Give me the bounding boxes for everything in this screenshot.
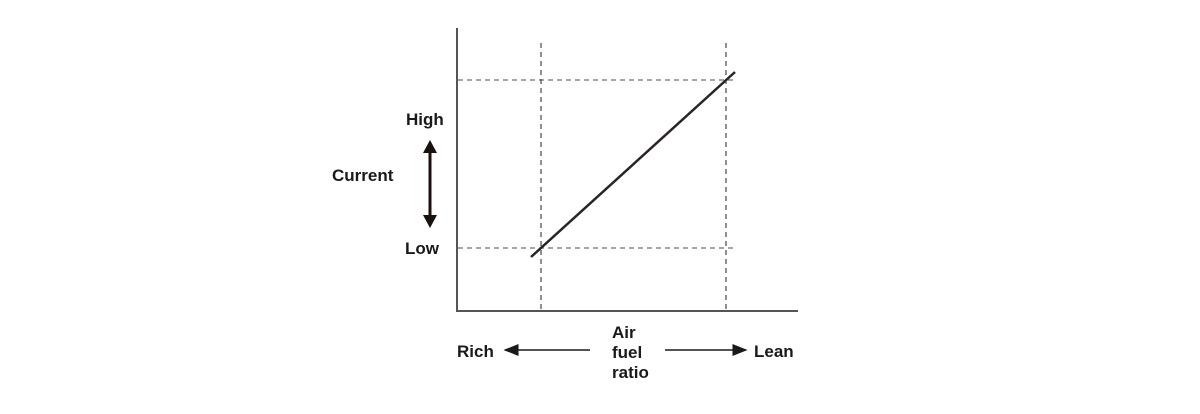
low-label: Low	[405, 239, 440, 258]
current-vs-afr-line	[530, 71, 736, 258]
afr-label-line-1: Air	[612, 323, 636, 342]
afr-label-line-2: fuel	[612, 343, 642, 362]
current-label: Current	[332, 166, 394, 185]
up-down-arrow-icon	[423, 140, 437, 228]
high-label: High	[406, 110, 444, 129]
rich-label: Rich	[457, 342, 494, 361]
afr-label-line-3: ratio	[612, 363, 649, 382]
lean-label: Lean	[754, 342, 794, 361]
